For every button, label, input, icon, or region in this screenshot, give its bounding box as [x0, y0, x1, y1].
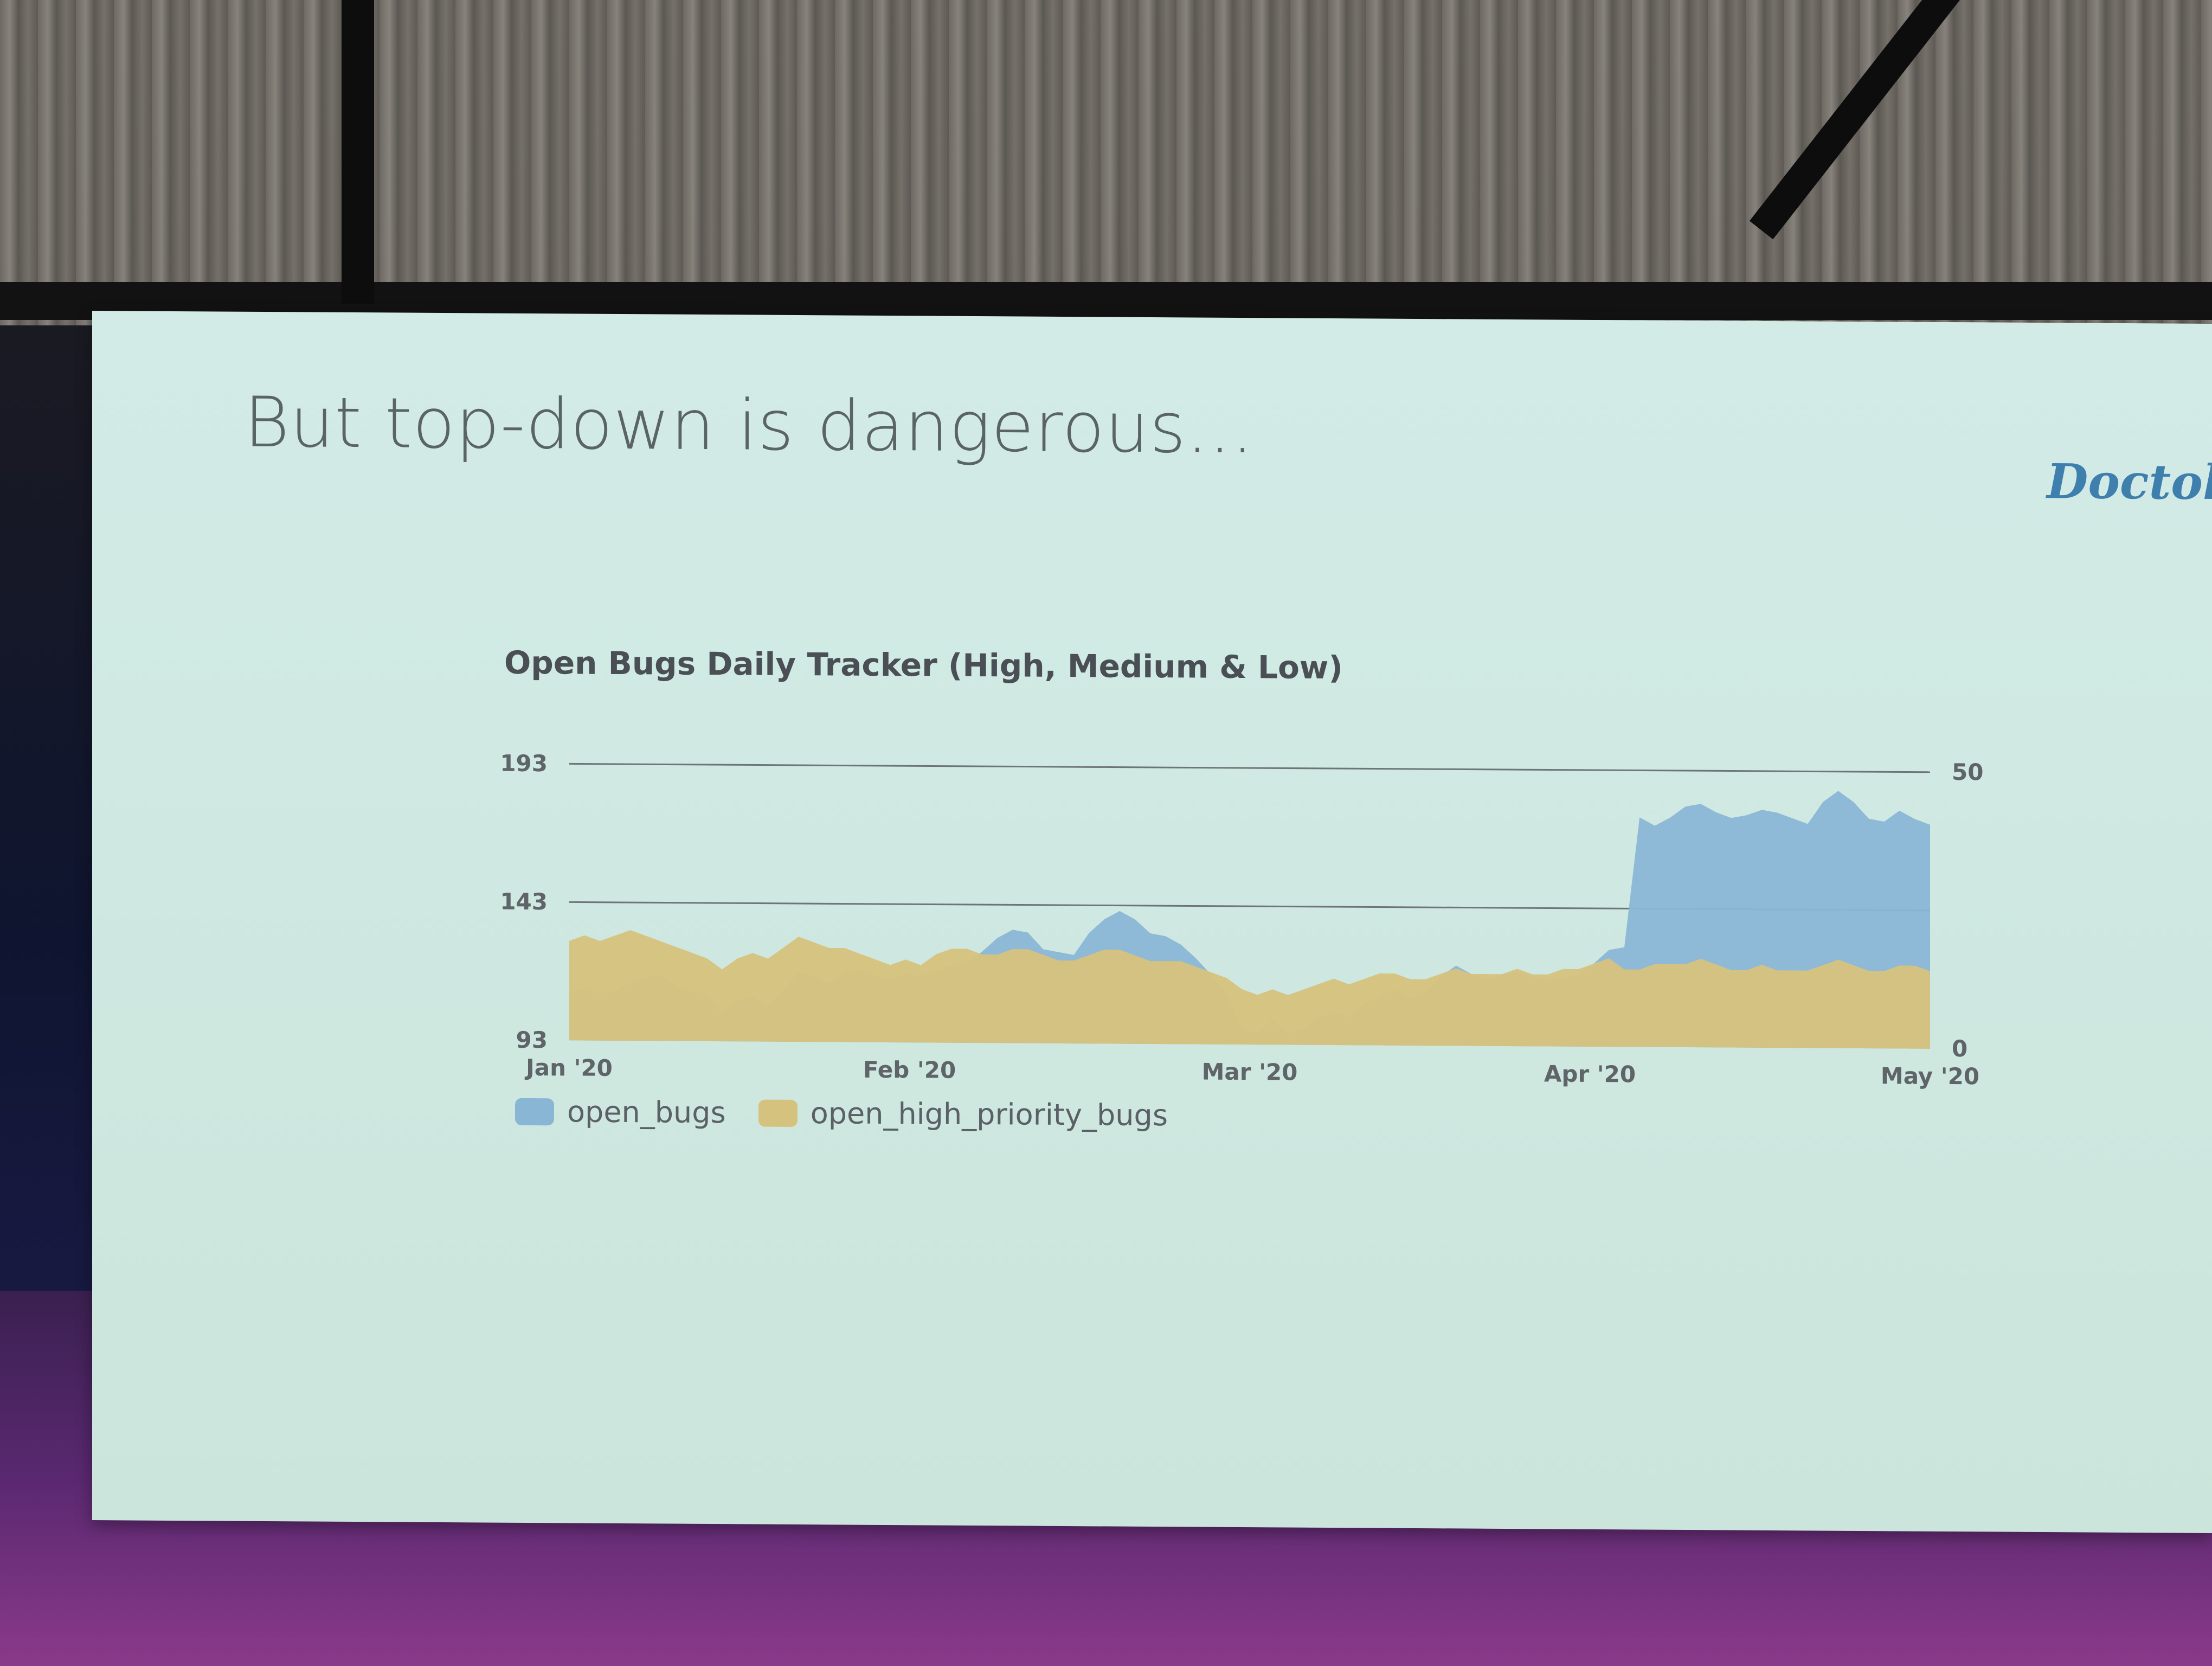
legend-item-open-high-priority-bugs[interactable]: open_high_priority_bugs	[758, 1096, 1168, 1133]
chart-legend: open_bugs open_high_priority_bugs	[515, 1094, 1168, 1132]
gridline-193	[569, 762, 1930, 773]
y-left-tick-143: 143	[500, 888, 548, 915]
x-tick-1: Feb '20	[863, 1056, 956, 1084]
legend-label-open-high-priority-bugs: open_high_priority_bugs	[810, 1096, 1168, 1133]
x-tick-2: Mar '20	[1202, 1059, 1298, 1086]
x-tick-0: Jan '20	[524, 1054, 613, 1081]
y-left-tick-193: 193	[500, 750, 548, 777]
x-tick-3: Apr '20	[1544, 1060, 1636, 1087]
y-right-tick-50: 50	[1952, 759, 1983, 785]
area-chart: 193 143 93 50 0 Jan '20 Feb '20 Mar '20 Apr '20 M…	[500, 750, 1983, 1090]
background-curtain	[0, 0, 2212, 325]
y-left-tick-93: 93	[516, 1027, 548, 1053]
hanging-pole-left	[342, 0, 374, 304]
legend-swatch-open-bugs	[515, 1098, 554, 1125]
y-right-tick-0: 0	[1952, 1035, 1967, 1062]
x-tick-4: May '20	[1881, 1062, 1979, 1090]
legend-item-open-bugs[interactable]: open_bugs	[515, 1094, 726, 1130]
area-open-high-priority-bugs	[569, 930, 1930, 1049]
legend-swatch-open-high-priority-bugs	[758, 1099, 798, 1127]
legend-label-open-bugs: open_bugs	[567, 1094, 726, 1130]
projection-screen: But top-down is dangerous... Doctolib Op…	[92, 311, 2212, 1533]
